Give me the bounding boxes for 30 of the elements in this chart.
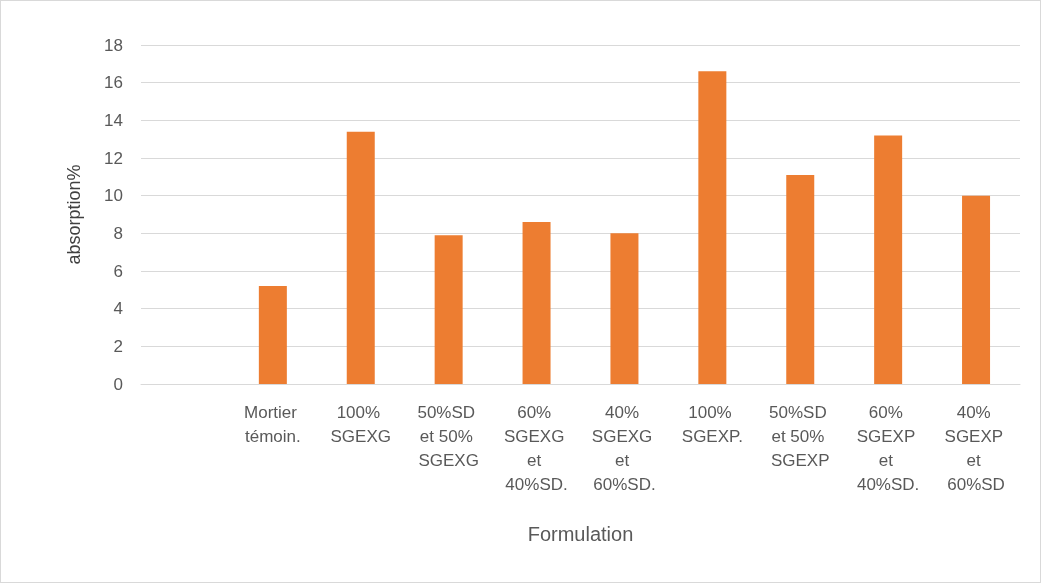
y-tick-label: 14: [104, 110, 123, 130]
x-tick-label: 100% SGEXP.: [681, 402, 743, 446]
y-tick-label: 2: [113, 336, 123, 356]
x-tick-label: 100% SGEXG: [330, 402, 391, 446]
bar: [258, 286, 287, 384]
bar: [346, 131, 375, 384]
bar: [698, 71, 727, 384]
y-tick-label: 16: [104, 73, 123, 93]
y-tick-label: 18: [104, 35, 123, 55]
x-tick-label: 40% SGEXG et 60%SD.: [591, 402, 658, 494]
bar: [786, 174, 815, 384]
y-tick-label: 8: [113, 223, 123, 243]
y-tick-label: 4: [113, 299, 123, 319]
y-axis-title: absorption%: [64, 164, 84, 265]
x-tick-label: 60% SGEXP et 40%SD.: [856, 402, 920, 494]
y-tick-label: 6: [113, 261, 123, 281]
x-tick-label: 50%SD et 50% SGEXG: [417, 402, 480, 470]
x-tick-label: 40% SGEXP et 60%SD: [944, 402, 1008, 494]
y-tick-label: 12: [104, 148, 123, 168]
bar: [522, 222, 551, 384]
x-axis-title: Formulation: [527, 523, 634, 545]
bar: [434, 235, 463, 384]
x-tick-label: Mortier témoin.: [244, 402, 302, 446]
y-tick-label: 0: [113, 374, 123, 394]
bar: [874, 135, 903, 384]
x-tick-label: 60% SGEXG et 40%SD.: [503, 402, 570, 494]
y-tick-label: 10: [104, 186, 123, 206]
x-tick-label: 50%SD et 50% SGEXP: [769, 402, 832, 470]
bar: [962, 195, 991, 384]
bar: [610, 233, 639, 384]
